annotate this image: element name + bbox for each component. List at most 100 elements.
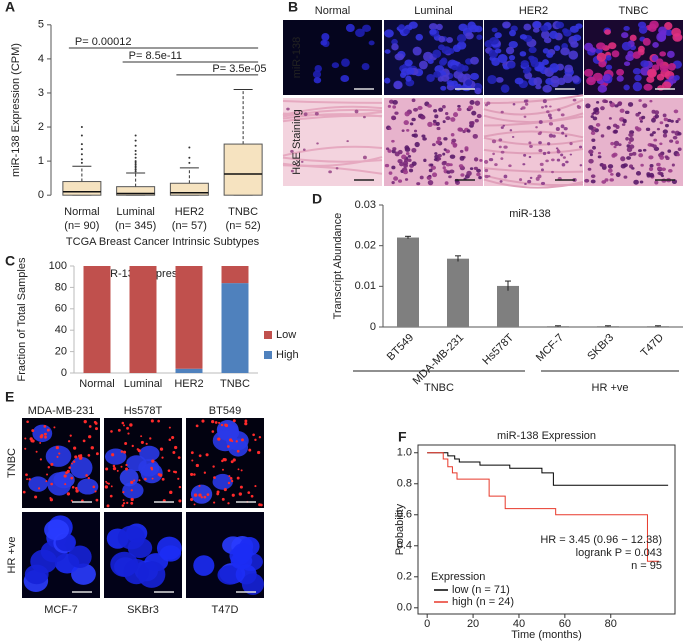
cell-nucleus [405,75,412,82]
rna-signal [64,483,67,486]
outlier [80,158,83,161]
cell-nucleus [392,105,397,109]
legend-label: High [276,349,299,361]
cell-nucleus [590,115,594,119]
cell-nucleus [661,81,672,90]
cell-nucleus [487,74,497,85]
cell-nucleus [431,172,438,178]
rna-signal [31,439,35,443]
cell-nucleus [528,46,537,54]
rna-signal [171,435,175,440]
cell-nucleus [638,153,644,158]
rna-signal [177,477,180,480]
rna-signal [214,421,218,424]
cell-nucleus [449,169,455,174]
cell-nucleus [561,162,566,167]
cell-nucleus [32,424,53,443]
y-tick-label: 0 [38,189,44,201]
cell-nucleus [659,65,669,72]
cell-nucleus [592,111,597,114]
rna-signal [56,455,59,458]
rna-signal [26,478,29,481]
cell-nucleus [458,164,464,168]
cell-nucleus [217,565,243,585]
cell-nucleus [411,117,416,122]
y-axis-label: Probability [394,503,406,555]
cell-nucleus [355,28,365,38]
cell-nucleus [542,99,547,104]
cell-nucleus [632,151,637,156]
cell-nucleus [442,166,446,170]
cell-nucleus [560,113,565,117]
column-header: Luminal [414,5,453,17]
cell-nucleus [139,445,160,462]
box [223,143,263,196]
rna-signal [252,433,255,437]
cell-nucleus [620,156,626,162]
rna-signal [190,497,194,502]
cell-nucleus [514,77,524,85]
panel-letter: E [5,389,14,405]
cell-nucleus [594,107,600,112]
cell-nucleus [638,99,642,103]
cell-nucleus [340,74,350,83]
cell-nucleus [68,545,92,569]
cell-nucleus [445,116,451,121]
cell-nucleus [625,136,629,141]
cell-nucleus [628,132,634,138]
rna-signal [105,467,109,471]
rna-signal [140,440,144,444]
y-tick-label: 5 [38,19,44,31]
cell-nucleus [446,80,454,86]
cell-nucleus [507,61,516,69]
cell-nucleus [618,143,622,147]
cell-nucleus [434,152,438,155]
bar-segment [221,283,249,373]
cell-nucleus [452,143,458,148]
rna-signal [150,466,153,470]
rna-signal [66,492,71,496]
rna-signal [258,435,262,439]
rna-signal [110,430,113,433]
cell-nucleus [388,127,392,130]
rna-signal [205,453,209,457]
rna-signal [50,462,54,466]
rna-signal [206,493,210,496]
rna-signal [140,435,143,438]
y-tick-label: 60 [55,303,67,315]
cell-nucleus [502,21,511,29]
cell-nucleus [469,24,479,33]
cell-nucleus [675,140,680,145]
cell-nucleus [523,99,528,103]
cell-nucleus [621,123,626,126]
rna-signal [72,460,76,463]
cell-nucleus [620,163,626,169]
cell-nucleus [602,163,607,168]
cell-nucleus [652,41,659,48]
cell-nucleus [503,174,508,179]
tissue-fiber [483,167,584,173]
cell-nucleus [634,74,642,82]
outlier [134,160,137,163]
cell-nucleus [505,46,515,55]
rna-signal [168,426,171,429]
outlier [80,126,83,129]
cell-nucleus [538,141,542,145]
cell-nucleus [640,60,649,68]
cell-nucleus [628,137,634,142]
cell-nucleus [411,133,416,137]
rna-signal [24,447,27,450]
rna-signal [105,480,108,483]
cell-nucleus [427,121,433,128]
cell-nucleus [411,147,417,153]
cell-nucleus [529,176,533,180]
rna-signal [168,438,172,441]
column-header: Normal [315,5,350,17]
rna-signal [53,426,56,429]
cell-nucleus [627,50,634,57]
cell-nucleus [429,29,437,35]
cell-nucleus [671,27,682,37]
cell-nucleus [466,170,472,176]
cell-nucleus [627,102,634,107]
cell-nucleus [415,33,423,41]
